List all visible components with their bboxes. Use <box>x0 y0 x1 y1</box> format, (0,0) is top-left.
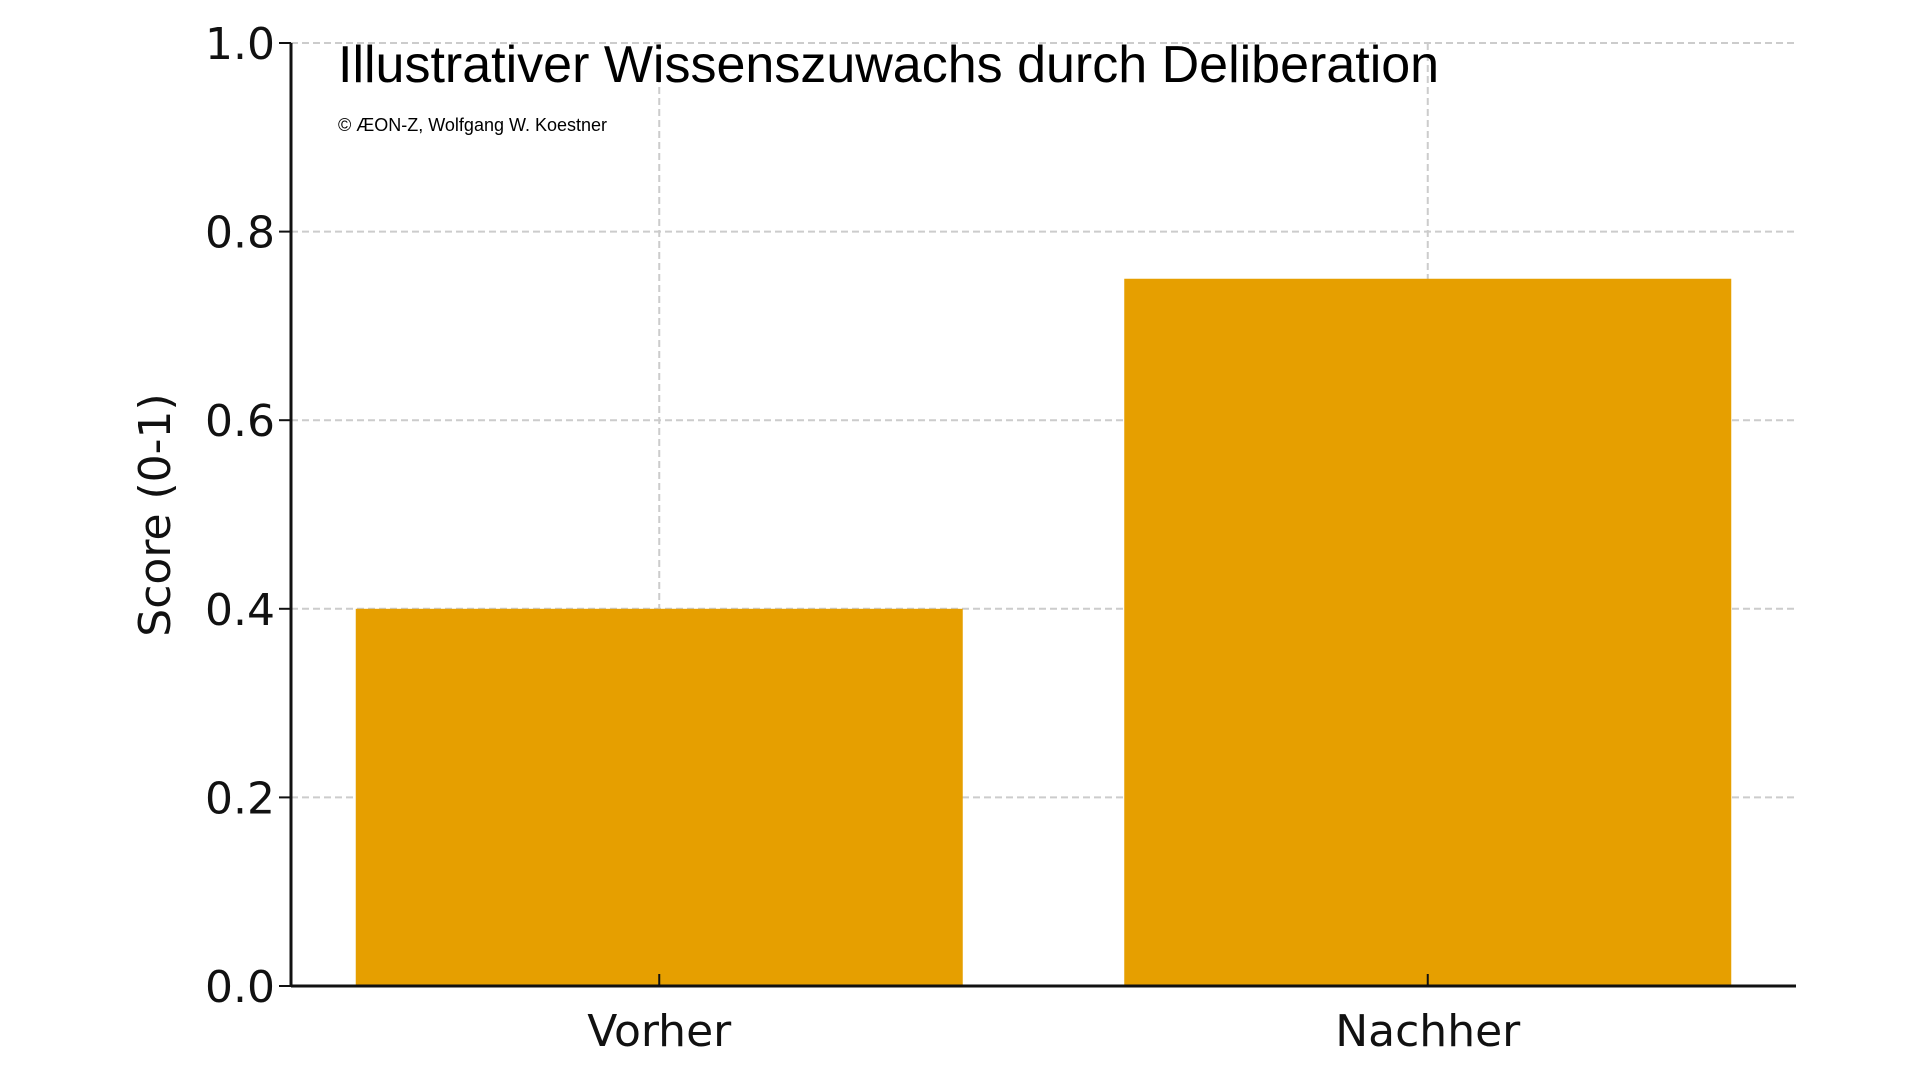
bars <box>355 278 1732 986</box>
y-tick-label: 0.0 <box>205 962 275 1013</box>
y-tick-label: 0.2 <box>205 773 275 824</box>
axes <box>289 43 1796 988</box>
y-tick-label: 0.8 <box>205 208 275 259</box>
y-tick-label: 0.4 <box>205 585 275 636</box>
y-axis-label: Score (0-1) <box>130 393 181 636</box>
y-tick-label: 0.6 <box>205 396 275 447</box>
bar-vorher <box>355 608 963 986</box>
ticks: 0.0 0.2 0.4 0.6 0.8 1.0 Vorher Nachher <box>205 19 1521 1057</box>
x-tick-label: Nachher <box>1335 1006 1521 1057</box>
x-tick-label: Vorher <box>587 1006 732 1057</box>
y-tick-label: 1.0 <box>205 19 275 70</box>
bar-nachher <box>1124 278 1732 986</box>
chart-subtitle: © ÆON-Z, Wolfgang W. Koestner <box>338 115 607 135</box>
chart-title: Illustrativer Wissenszuwachs durch Delib… <box>338 36 1439 94</box>
